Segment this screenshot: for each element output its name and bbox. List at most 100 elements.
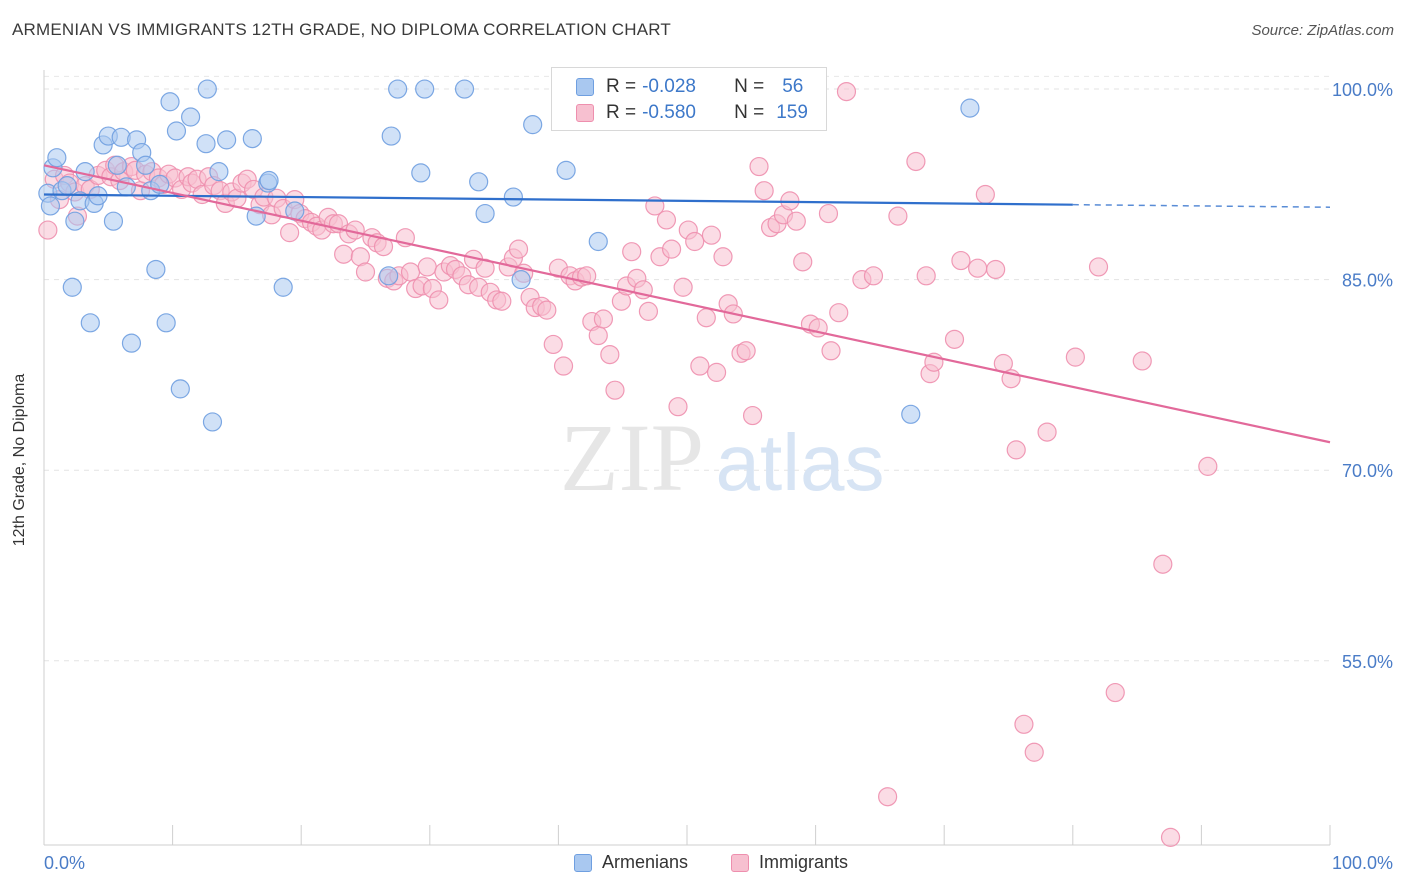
legend-n-label: N = xyxy=(734,102,765,123)
point-immigrants xyxy=(508,239,529,259)
point-armenians xyxy=(415,79,435,99)
stats-legend: R = -0.028 N = 56 R = -0.580 N = 159 xyxy=(551,67,827,131)
point-immigrants xyxy=(1088,257,1109,277)
point-armenians xyxy=(259,170,279,191)
legend-swatch-immigrants xyxy=(731,853,749,872)
series-legend: Armenians Immigrants xyxy=(0,852,1406,876)
point-immigrants xyxy=(701,225,722,245)
trend-line-immigrants xyxy=(43,164,1331,444)
legend-n-value: 159 xyxy=(776,102,808,123)
legend-r-value: -0.028 xyxy=(642,76,696,97)
point-immigrants xyxy=(334,244,354,264)
point-immigrants xyxy=(1132,351,1152,371)
point-immigrants xyxy=(786,211,806,231)
point-immigrants xyxy=(600,344,620,365)
point-armenians xyxy=(121,333,142,353)
point-immigrants xyxy=(553,356,574,376)
point-immigrants xyxy=(888,206,908,226)
point-immigrants xyxy=(793,252,813,272)
point-immigrants xyxy=(916,266,936,286)
point-armenians xyxy=(62,277,82,297)
point-armenians xyxy=(588,231,608,252)
point-immigrants xyxy=(1024,742,1044,762)
legend-swatch-armenians xyxy=(574,853,592,872)
point-immigrants xyxy=(588,325,608,346)
point-immigrants xyxy=(685,231,705,252)
point-immigrants xyxy=(690,356,710,376)
legend-swatch-armenians xyxy=(576,78,594,96)
point-immigrants xyxy=(1014,714,1034,734)
point-immigrants xyxy=(668,397,688,417)
watermark-atlas: atlas xyxy=(716,418,885,507)
point-armenians xyxy=(523,115,543,135)
point-armenians xyxy=(57,176,77,196)
x-tick-labels: 0.0% 100.0% xyxy=(44,853,1393,873)
point-armenians xyxy=(103,211,124,231)
point-immigrants xyxy=(1160,827,1181,847)
point-immigrants xyxy=(673,277,693,297)
point-immigrants xyxy=(754,181,774,201)
y-tick-labels: 55.0% 70.0% 85.0% 100.0% xyxy=(1332,80,1393,672)
point-immigrants xyxy=(543,334,563,355)
point-immigrants xyxy=(417,257,437,277)
y-tick-label: 100.0% xyxy=(1332,80,1393,100)
legend-row-immigrants: R = -0.580 N = 159 xyxy=(576,101,808,125)
point-armenians xyxy=(217,130,237,150)
point-armenians xyxy=(80,313,100,333)
point-armenians xyxy=(156,313,176,333)
point-immigrants xyxy=(429,290,449,310)
point-immigrants xyxy=(1105,682,1125,703)
y-tick-label: 55.0% xyxy=(1342,652,1393,672)
point-immigrants xyxy=(713,247,733,267)
point-immigrants xyxy=(863,266,884,286)
legend-swatch-immigrants xyxy=(576,104,594,122)
point-immigrants xyxy=(829,303,849,323)
point-armenians xyxy=(960,98,980,118)
legend-item-armenians: Armenians xyxy=(574,852,688,873)
point-armenians xyxy=(65,211,85,231)
point-armenians xyxy=(197,79,217,99)
point-immigrants xyxy=(968,258,988,278)
point-immigrants xyxy=(1065,347,1085,367)
trend-line-armenians xyxy=(43,193,1073,206)
point-immigrants xyxy=(836,81,857,102)
point-immigrants xyxy=(951,250,971,271)
legend-item-immigrants: Immigrants xyxy=(731,852,848,873)
point-immigrants xyxy=(38,220,58,240)
point-armenians xyxy=(469,172,489,192)
point-armenians xyxy=(273,277,293,297)
point-immigrants xyxy=(537,300,557,320)
trend-line-extension-armenians xyxy=(1072,203,1331,208)
y-tick-label: 70.0% xyxy=(1342,461,1393,481)
point-armenians xyxy=(202,412,223,432)
point-immigrants xyxy=(280,223,300,243)
point-immigrants xyxy=(975,184,995,205)
point-armenians xyxy=(209,162,229,182)
point-immigrants xyxy=(944,329,965,349)
point-immigrants xyxy=(986,259,1006,280)
point-armenians xyxy=(454,79,475,99)
point-immigrants xyxy=(818,203,839,224)
point-armenians xyxy=(388,79,408,99)
x-tick-label: 0.0% xyxy=(44,853,85,873)
point-immigrants xyxy=(706,362,727,382)
trend-lines xyxy=(43,164,1331,444)
point-immigrants xyxy=(906,151,926,172)
legend-label-immigrants: Immigrants xyxy=(759,852,849,872)
point-armenians xyxy=(475,203,495,224)
point-immigrants xyxy=(749,156,769,177)
point-armenians xyxy=(47,148,67,168)
point-armenians xyxy=(170,379,190,399)
point-armenians xyxy=(196,134,216,154)
point-immigrants xyxy=(661,239,682,259)
point-immigrants xyxy=(1198,456,1218,476)
x-tick-label: 100.0% xyxy=(1332,853,1393,873)
point-immigrants xyxy=(1037,422,1057,442)
point-armenians xyxy=(242,129,262,149)
legend-r-value: -0.580 xyxy=(642,102,696,123)
zipatlas-watermark: ZIP atlas xyxy=(560,404,884,511)
chart-source: Source: ZipAtlas.com xyxy=(1251,22,1394,39)
point-armenians xyxy=(556,160,576,180)
point-armenians xyxy=(75,162,95,182)
